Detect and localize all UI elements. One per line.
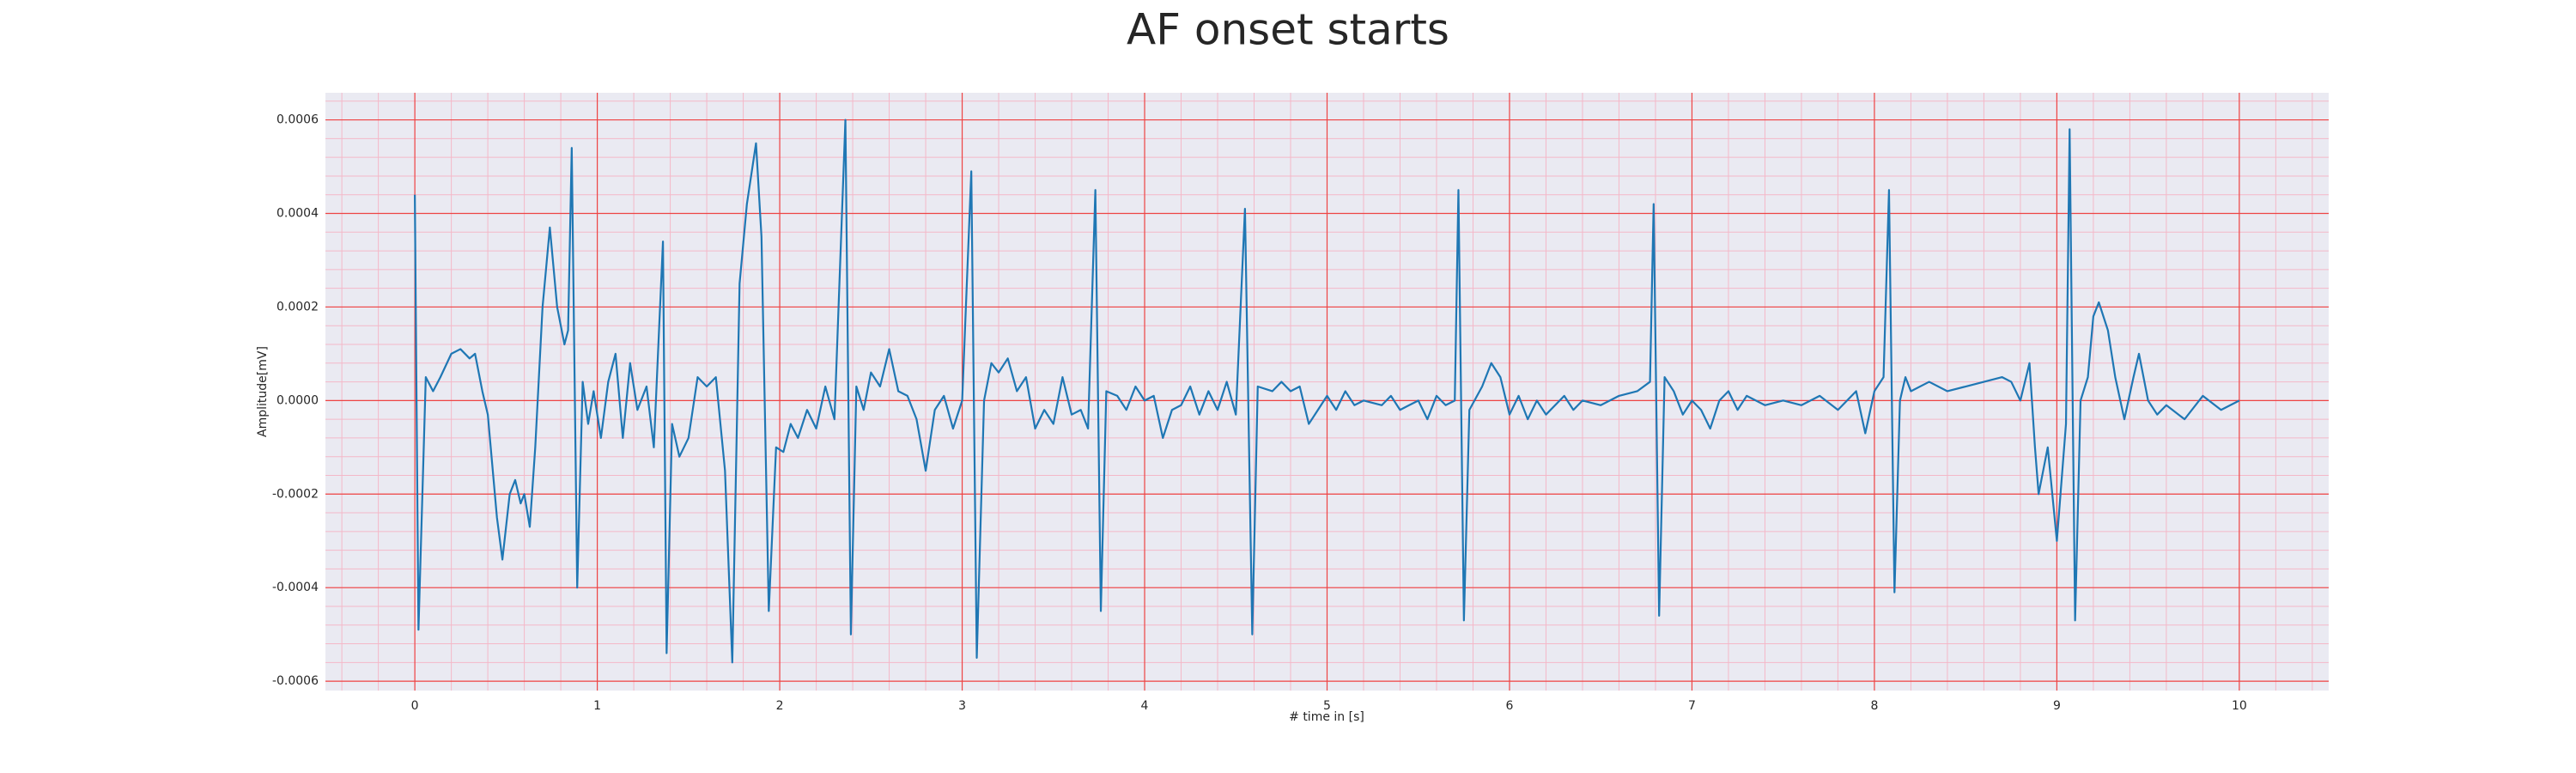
marks <box>414 119 2240 664</box>
y-tick-label: -0.0002 <box>272 487 319 501</box>
labels: 0 1 2 3 4 5 6 7 8 9 10 -0.0006 -0.0004 -0.0002 0.0000 0… <box>272 113 2247 713</box>
y-tick-label: 0.0006 <box>276 113 319 127</box>
x-tick-label: 3 <box>958 699 966 713</box>
y-tick-label: -0.0006 <box>272 674 319 688</box>
x-tick-label: 5 <box>1323 699 1331 713</box>
y-axis-label: Amplitude[mV] <box>256 346 270 437</box>
x-tick-label: 2 <box>776 699 784 713</box>
x-tick-label: 9 <box>2053 699 2061 713</box>
x-tick-label: 8 <box>1870 699 1878 713</box>
x-tick-label: 0 <box>411 699 419 713</box>
y-tick-label: 0.0002 <box>276 300 319 313</box>
x-tick-label: 10 <box>2232 699 2247 713</box>
y-tick-label: 0.0004 <box>276 207 319 221</box>
y-tick-label: 0.0000 <box>276 393 319 407</box>
x-tick-label: 7 <box>1688 699 1696 713</box>
x-axis-label: # time in [s] <box>1289 710 1364 724</box>
chart-title: AF onset starts <box>1127 5 1449 55</box>
x-tick-label: 4 <box>1141 699 1149 713</box>
x-tick-label: 1 <box>593 699 601 713</box>
line-series <box>414 119 2240 664</box>
x-tick-label: 6 <box>1506 699 1514 713</box>
y-tick-label: -0.0004 <box>272 581 319 594</box>
grid <box>325 93 2329 691</box>
